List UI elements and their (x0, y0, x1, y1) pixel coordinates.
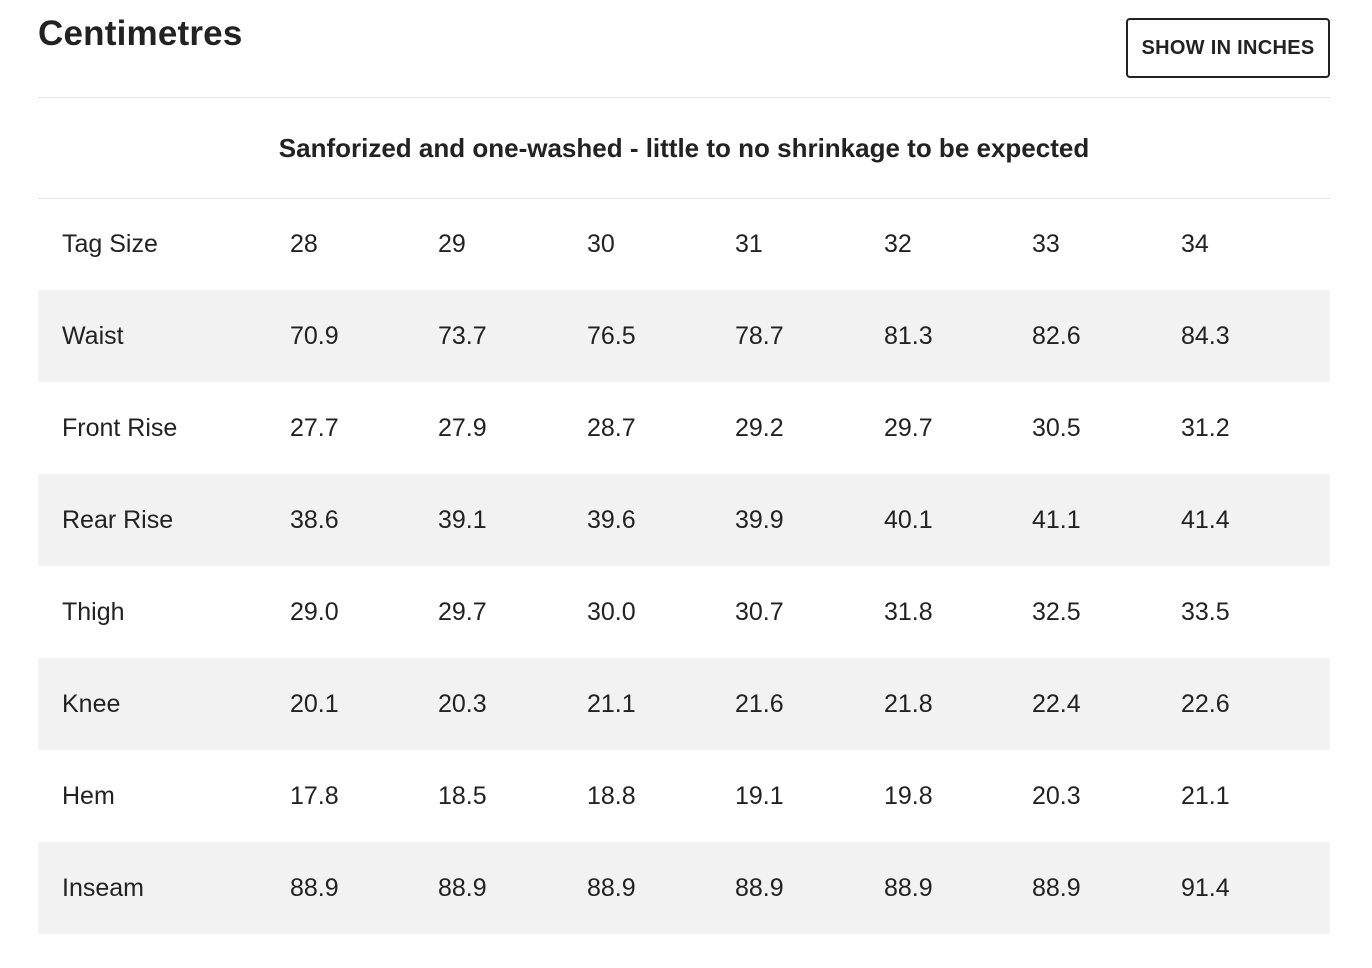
table-row: Waist 70.9 73.7 76.5 78.7 81.3 82.6 84.3 (38, 290, 1330, 382)
measurement-cell: 33.5 (1181, 566, 1330, 658)
shrinkage-note: Sanforized and one-washed - little to no… (38, 98, 1330, 199)
size-chart-header: Centimetres SHOW IN INCHES (38, 0, 1330, 98)
row-label: Rear Rise (38, 474, 290, 566)
measurement-cell: 30.5 (1032, 382, 1181, 474)
measurement-cell: 29.7 (884, 382, 1032, 474)
measurement-cell: 29.2 (735, 382, 884, 474)
size-header-cell: 32 (884, 230, 912, 258)
row-label: Thigh (38, 566, 290, 658)
table-row: Knee 20.1 20.3 21.1 21.6 21.8 22.4 22.6 (38, 658, 1330, 750)
row-label: Front Rise (38, 382, 290, 474)
measurement-cell: 21.8 (884, 658, 1032, 750)
measurement-cell: 20.3 (438, 658, 587, 750)
measurement-cell: 19.8 (884, 750, 1032, 842)
table-row: Inseam 88.9 88.9 88.9 88.9 88.9 88.9 91.… (38, 842, 1330, 934)
measurement-cell: 20.3 (1032, 750, 1181, 842)
table-row: Hem 17.8 18.5 18.8 19.1 19.8 20.3 21.1 (38, 750, 1330, 842)
show-in-inches-button[interactable]: SHOW IN INCHES (1126, 18, 1330, 78)
size-header-cell: 33 (1032, 230, 1060, 258)
table-row: Front Rise 27.7 27.9 28.7 29.2 29.7 30.5… (38, 382, 1330, 474)
measurement-cell: 88.9 (587, 842, 735, 934)
measurement-cell: 39.1 (438, 474, 587, 566)
measurement-cell: 38.6 (290, 474, 438, 566)
measurement-cell: 40.1 (884, 474, 1032, 566)
measurement-cell: 82.6 (1032, 290, 1181, 382)
row-label: Inseam (38, 842, 290, 934)
size-header-cell: 34 (1181, 230, 1209, 258)
measurement-cell: 30.0 (587, 566, 735, 658)
measurement-cell: 19.1 (735, 750, 884, 842)
measurement-cell: 29.0 (290, 566, 438, 658)
measurement-cell: 70.9 (290, 290, 438, 382)
measurement-cell: 88.9 (735, 842, 884, 934)
measurement-cell: 31.8 (884, 566, 1032, 658)
measurement-cell: 28.7 (587, 382, 735, 474)
measurement-cell: 39.9 (735, 474, 884, 566)
measurement-cell: 76.5 (587, 290, 735, 382)
measurement-cell: 18.5 (438, 750, 587, 842)
measurement-cell: 22.6 (1181, 658, 1330, 750)
measurement-cell: 88.9 (884, 842, 1032, 934)
size-header-cell: 30 (587, 230, 615, 258)
measurement-cell: 30.7 (735, 566, 884, 658)
measurement-cell: 88.9 (290, 842, 438, 934)
measurement-cell: 21.1 (587, 658, 735, 750)
measurement-cell: 21.1 (1181, 750, 1330, 842)
row-label: Waist (38, 290, 290, 382)
size-header-cell: 29 (438, 230, 466, 258)
row-label: Tag Size (62, 230, 158, 258)
row-label: Hem (38, 750, 290, 842)
measurement-cell: 41.4 (1181, 474, 1330, 566)
measurement-cell: 21.6 (735, 658, 884, 750)
measurement-cell: 78.7 (735, 290, 884, 382)
measurement-cell: 91.4 (1181, 842, 1330, 934)
measurement-cell: 31.2 (1181, 382, 1330, 474)
measurement-cell: 22.4 (1032, 658, 1181, 750)
size-chart-table: Tag Size 28 29 30 31 32 33 34 Waist 70.9… (38, 199, 1330, 934)
measurement-cell: 20.1 (290, 658, 438, 750)
measurement-cell: 88.9 (438, 842, 587, 934)
table-row: Rear Rise 38.6 39.1 39.6 39.9 40.1 41.1 … (38, 474, 1330, 566)
measurement-cell: 29.7 (438, 566, 587, 658)
table-header-row: Tag Size 28 29 30 31 32 33 34 (38, 199, 1330, 290)
measurement-cell: 84.3 (1181, 290, 1330, 382)
row-label: Knee (38, 658, 290, 750)
measurement-cell: 88.9 (1032, 842, 1181, 934)
measurement-cell: 41.1 (1032, 474, 1181, 566)
table-row: Thigh 29.0 29.7 30.0 30.7 31.8 32.5 33.5 (38, 566, 1330, 658)
measurement-cell: 18.8 (587, 750, 735, 842)
size-header-cell: 28 (290, 230, 318, 258)
measurement-cell: 73.7 (438, 290, 587, 382)
measurement-cell: 27.7 (290, 382, 438, 474)
measurement-cell: 81.3 (884, 290, 1032, 382)
measurement-cell: 32.5 (1032, 566, 1181, 658)
page-title: Centimetres (38, 14, 243, 53)
measurement-cell: 27.9 (438, 382, 587, 474)
size-header-cell: 31 (735, 230, 763, 258)
measurement-cell: 17.8 (290, 750, 438, 842)
measurement-cell: 39.6 (587, 474, 735, 566)
